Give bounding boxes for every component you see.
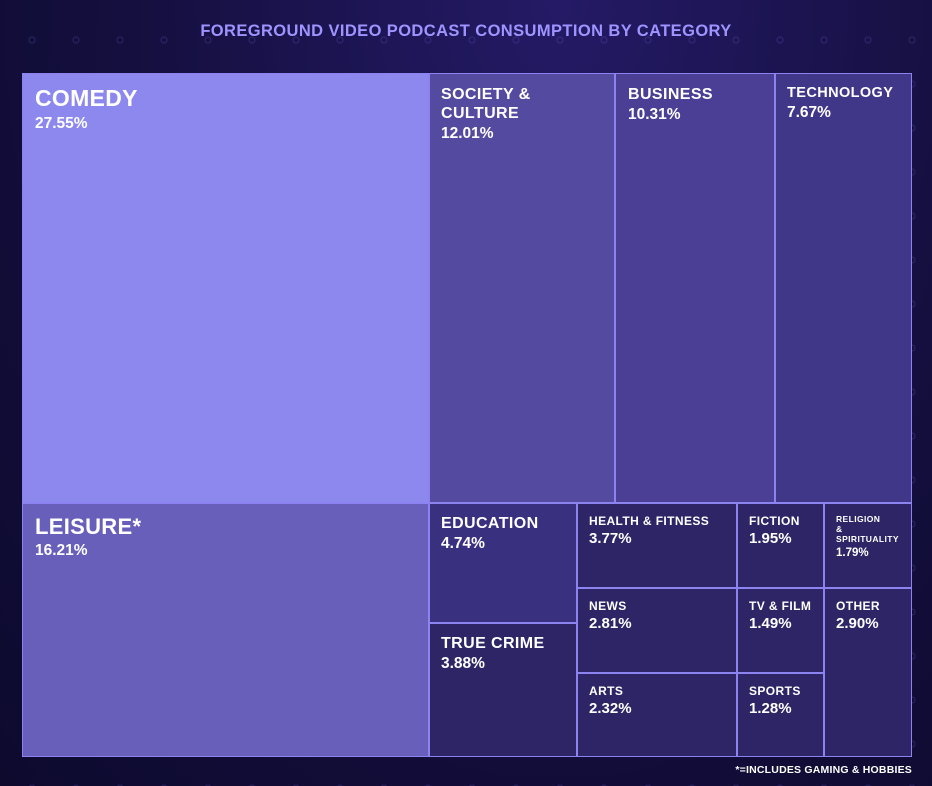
treemap-tile-other: OTHER 2.90% (824, 588, 912, 757)
treemap-tile-comedy: COMEDY 27.55% (22, 73, 429, 503)
treemap-tile-news: NEWS 2.81% (577, 588, 737, 673)
tile-label: OTHER (836, 599, 880, 613)
tile-value: 10.31% (628, 106, 681, 124)
tile-label: TRUE CRIME (441, 635, 545, 652)
tile-value: 27.55% (35, 114, 88, 132)
tile-value: 3.88% (441, 655, 485, 673)
treemap-tile-education: EDUCATION 4.74% (429, 503, 577, 623)
footnote: *=INCLUDES GAMING & HOBBIES (735, 764, 912, 776)
treemap-tile-health-fitness: HEALTH & FITNESS 3.77% (577, 503, 737, 588)
tile-value: 1.49% (749, 615, 792, 633)
tile-label: NEWS (589, 599, 627, 613)
tile-value: 12.01% (441, 125, 494, 143)
tile-value: 16.21% (35, 542, 88, 560)
treemap-tile-society-culture: SOCIETY & CULTURE 12.01% (429, 73, 615, 503)
tile-value: 4.74% (441, 535, 485, 553)
tile-label: FICTION (749, 514, 800, 528)
tile-value: 1.79% (836, 546, 869, 559)
treemap-tile-religion-spirituality: RELIGION & SPIRITUALITY 1.79% (824, 503, 912, 588)
treemap-tile-business: BUSINESS 10.31% (615, 73, 775, 503)
tile-label: SOCIETY & CULTURE (441, 86, 531, 123)
tile-label: EDUCATION (441, 515, 539, 532)
tile-value: 2.81% (589, 615, 632, 633)
tile-label: ARTS (589, 684, 624, 698)
tile-label: LEISURE* (35, 514, 142, 539)
treemap-tile-tv-film: TV & FILM 1.49% (737, 588, 824, 673)
tile-value: 2.32% (589, 700, 632, 718)
tile-value: 2.90% (836, 615, 879, 633)
tile-label: SPORTS (749, 684, 801, 698)
tile-value: 3.77% (589, 530, 632, 548)
treemap-tile-arts: ARTS 2.32% (577, 673, 737, 757)
tile-label: BUSINESS (628, 86, 713, 103)
tile-label: COMEDY (35, 85, 138, 111)
treemap-tile-technology: TECHNOLOGY 7.67% (775, 73, 912, 503)
tile-label: TECHNOLOGY (787, 85, 894, 101)
tile-value: 7.67% (787, 104, 831, 122)
tile-label: TV & FILM (749, 599, 812, 613)
tile-label: RELIGION & SPIRITUALITY (836, 514, 899, 545)
treemap-tile-true-crime: TRUE CRIME 3.88% (429, 623, 577, 757)
tile-value: 1.95% (749, 530, 792, 548)
treemap-tile-leisure: LEISURE* 16.21% (22, 503, 429, 757)
tile-value: 1.28% (749, 700, 792, 718)
chart-title: FOREGROUND VIDEO PODCAST CONSUMPTION BY … (200, 22, 732, 40)
treemap-tile-sports: SPORTS 1.28% (737, 673, 824, 757)
treemap-tile-fiction: FICTION 1.95% (737, 503, 824, 588)
tile-label: HEALTH & FITNESS (589, 514, 710, 528)
